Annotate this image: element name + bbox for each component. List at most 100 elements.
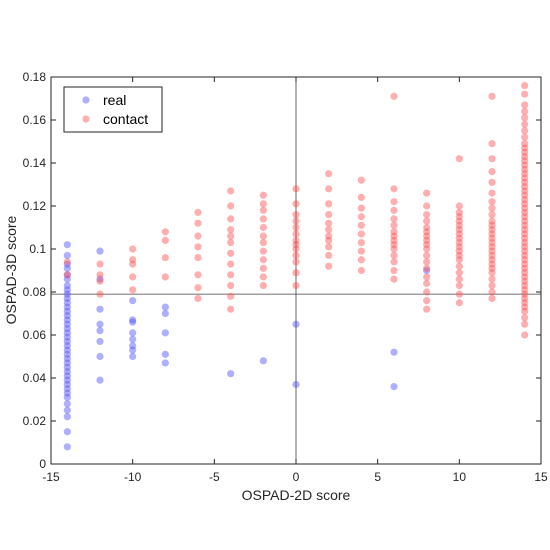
data-point-real xyxy=(96,247,104,255)
data-point-contact xyxy=(455,155,463,163)
data-point-contact xyxy=(423,305,431,313)
data-point-contact xyxy=(227,281,235,290)
data-point-real xyxy=(63,350,71,358)
data-point-contact xyxy=(521,208,529,217)
data-point-real xyxy=(63,275,71,283)
data-point-contact xyxy=(455,269,463,277)
data-point-contact xyxy=(455,238,463,247)
data-point-real xyxy=(63,303,71,311)
data-point-contact xyxy=(390,215,398,223)
data-point-contact xyxy=(455,243,463,251)
data-point-contact xyxy=(259,223,267,232)
data-point-contact xyxy=(488,238,496,247)
data-point-contact xyxy=(129,273,137,281)
data-point-contact xyxy=(488,178,496,186)
data-point-contact xyxy=(521,294,529,303)
data-point-contact xyxy=(325,232,333,240)
data-point-contact xyxy=(521,152,529,161)
data-point-contact xyxy=(292,281,300,290)
data-point-real xyxy=(63,241,71,249)
data-point-real xyxy=(63,329,71,337)
data-point-real xyxy=(63,290,71,298)
data-point-contact xyxy=(292,258,300,266)
data-point-contact xyxy=(423,211,431,219)
data-point-contact xyxy=(423,189,431,197)
data-point-contact xyxy=(325,262,333,270)
data-point-contact xyxy=(455,251,463,260)
data-point-contact xyxy=(227,292,235,300)
data-point-contact xyxy=(292,217,300,225)
data-point-real xyxy=(63,393,71,401)
legend-label-real: real xyxy=(103,92,126,108)
data-point-contact xyxy=(227,305,235,313)
data-point-contact xyxy=(292,185,300,193)
data-point-contact xyxy=(455,299,463,307)
legend-marker-real xyxy=(82,96,90,104)
data-point-real xyxy=(129,316,137,324)
data-point-real xyxy=(63,389,71,397)
data-point-contact xyxy=(521,269,529,277)
y-axis-label: OSPAD-3D score xyxy=(3,215,19,324)
x-tick-label: -5 xyxy=(209,470,220,484)
data-point-contact xyxy=(488,140,496,148)
data-point-contact xyxy=(390,266,398,275)
x-tick-label: 5 xyxy=(374,470,381,484)
data-point-contact xyxy=(521,314,529,322)
data-point-real xyxy=(63,367,71,376)
data-point-contact xyxy=(259,247,267,255)
data-point-contact xyxy=(521,273,529,281)
y-tick-label: 0 xyxy=(39,457,46,471)
data-point-contact xyxy=(521,90,529,98)
data-point-contact xyxy=(488,92,496,100)
data-point-contact xyxy=(521,191,529,199)
data-point-real xyxy=(63,359,71,367)
data-point-real xyxy=(129,352,137,361)
data-point-real xyxy=(63,372,71,380)
data-point-contact xyxy=(455,256,463,264)
data-point-contact xyxy=(488,260,496,268)
data-point-contact xyxy=(259,200,267,208)
data-point-contact xyxy=(423,264,431,272)
data-point-contact xyxy=(390,275,398,283)
data-point-contact xyxy=(455,234,463,242)
data-point-contact xyxy=(455,217,463,225)
data-point-contact xyxy=(259,256,267,264)
data-point-contact xyxy=(96,271,104,279)
y-axis: 0 0.02 0.04 0.06 0.08 0.1 0.12 0.14 0.16 0.18 xyxy=(23,70,541,471)
data-point-contact xyxy=(357,266,365,275)
data-point-contact xyxy=(488,217,496,225)
data-point-contact xyxy=(521,331,529,339)
data-point-contact xyxy=(521,133,529,141)
data-point-real xyxy=(161,309,169,318)
data-point-contact xyxy=(129,256,137,264)
data-point-contact xyxy=(521,82,529,90)
data-point-contact xyxy=(521,204,529,212)
data-point-contact xyxy=(488,234,496,242)
data-point-contact xyxy=(259,273,267,281)
data-point-real xyxy=(63,260,71,268)
data-point-real xyxy=(63,286,71,294)
data-point-real xyxy=(63,312,71,320)
data-point-real xyxy=(63,400,71,408)
data-point-real xyxy=(63,355,71,363)
data-point-real xyxy=(63,294,71,303)
data-point-contact xyxy=(194,254,202,262)
data-point-real xyxy=(63,251,71,260)
data-point-contact xyxy=(521,200,529,208)
data-point-contact xyxy=(325,200,333,208)
data-point-contact xyxy=(488,155,496,163)
data-point-contact xyxy=(227,271,235,279)
data-point-contact xyxy=(521,234,529,242)
y-tick-label: 0.06 xyxy=(23,328,47,342)
data-point-real xyxy=(161,359,169,367)
data-point-contact xyxy=(521,178,529,186)
data-point-contact xyxy=(325,185,333,193)
data-point-contact xyxy=(423,251,431,260)
data-point-contact xyxy=(521,157,529,165)
data-point-contact xyxy=(227,202,235,210)
data-point-contact xyxy=(455,221,463,229)
data-point-contact xyxy=(521,320,529,328)
data-point-contact xyxy=(521,299,529,307)
data-point-contact xyxy=(161,236,169,244)
data-point-contact xyxy=(259,191,267,199)
